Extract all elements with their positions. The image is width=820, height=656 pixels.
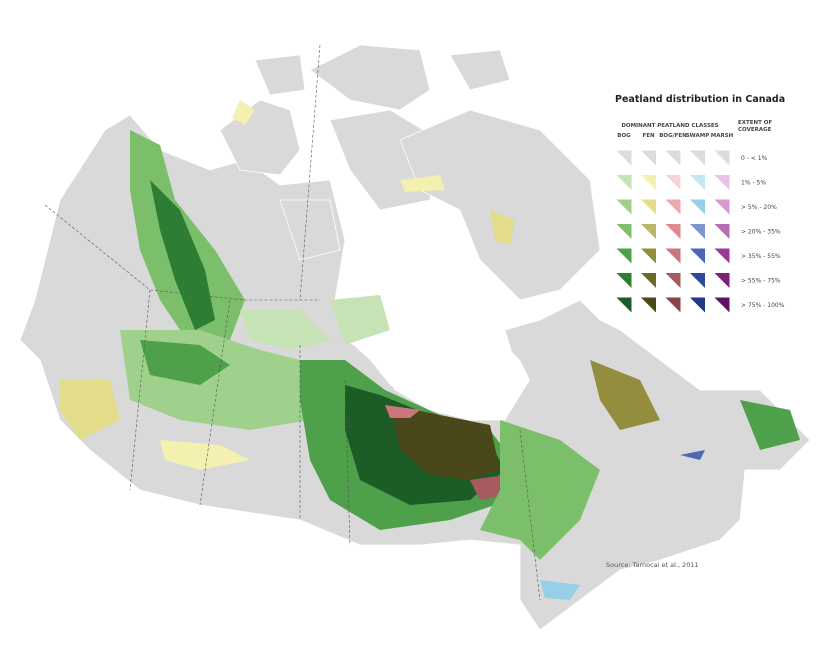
border [299,44,321,301]
island [279,199,341,261]
legend-swatch [641,248,656,264]
peat-patch [680,450,705,460]
legend-swatch [616,224,632,239]
legend-swatch [690,150,705,166]
peat-patch [540,580,580,600]
landmass [19,44,811,631]
extent-label: > 20% - 35% [741,229,781,236]
border [344,379,351,546]
legend-swatch [641,224,656,239]
legend-swatch [665,297,681,313]
hudson-bay [345,285,530,420]
legend-swatch [665,175,681,190]
legend-swatch [714,175,730,190]
extent-label: 1% - 5% [741,180,766,187]
legend-swatch [690,248,705,264]
legend-swatch [665,199,681,215]
legend-swatch [714,297,730,313]
legend-swatch [641,150,656,166]
island [449,49,511,91]
island [399,109,601,301]
legend-swatch [641,297,656,313]
peat-patch [400,175,445,192]
class-label: FEN [642,133,655,139]
extent-heading: EXTENT OF COVERAGE [738,120,772,133]
class-label: MARSH [711,133,734,139]
border [199,299,231,506]
legend-swatch [714,273,730,288]
island [254,54,306,96]
peat-patch [232,100,255,125]
legend-swatch [616,150,632,166]
legend-swatch [641,175,656,190]
mainland [19,114,811,631]
peat-patch [590,360,660,430]
legend-swatch [690,175,705,190]
extent-label: 0 - < 1% [741,155,768,162]
legend-swatch [690,224,705,239]
extent-label: > 75% - 100% [741,302,785,309]
legend-swatch [665,224,681,239]
legend-swatch [665,273,681,288]
legend-swatch [714,150,730,166]
extent-label: > 35% - 55% [741,253,781,260]
class-label: BOG [617,133,631,139]
legend-swatch [616,199,632,215]
peat-patch [330,295,390,345]
legend-swatch [714,199,730,215]
peat-patch [490,210,515,245]
island [309,44,431,111]
source: Source: Tarnocai et al., 2011 [606,561,699,569]
legend-swatch [714,224,730,239]
legend-swatch [690,199,705,215]
peat-patch [480,420,600,560]
peat-patch [150,180,215,330]
legend-swatch [665,150,681,166]
peat-patch [390,405,500,480]
border [44,204,320,301]
class-label: BOG/FEN [659,133,687,139]
legend-swatch [616,175,632,190]
extent-label: > 5% - 20% [741,204,777,211]
legend-swatch [616,248,632,264]
border [129,289,151,491]
class-label: SWAMP [686,133,710,139]
extent-label: > 55% - 75% [741,278,781,285]
legend-swatch [641,273,656,288]
border [519,429,541,601]
legend-swatch [616,297,632,313]
legend-swatch [616,273,632,288]
legend-swatch [690,273,705,288]
legend-title: Peatland distribution in Canada [615,94,785,105]
classes-heading: DOMINANT PEATLAND CLASSES [621,123,718,129]
peat-patch [60,380,120,440]
peat-patch [385,405,420,418]
legend-swatch [665,248,681,264]
peat-patch [740,400,800,450]
peat-patch [160,440,250,470]
peatland-patches [60,100,800,600]
legend-swatch [690,297,705,313]
legend-swatch [641,199,656,215]
legend-swatch [714,248,730,264]
province-borders [44,44,541,601]
peat-patch [140,340,230,385]
peat-patch [240,310,330,350]
